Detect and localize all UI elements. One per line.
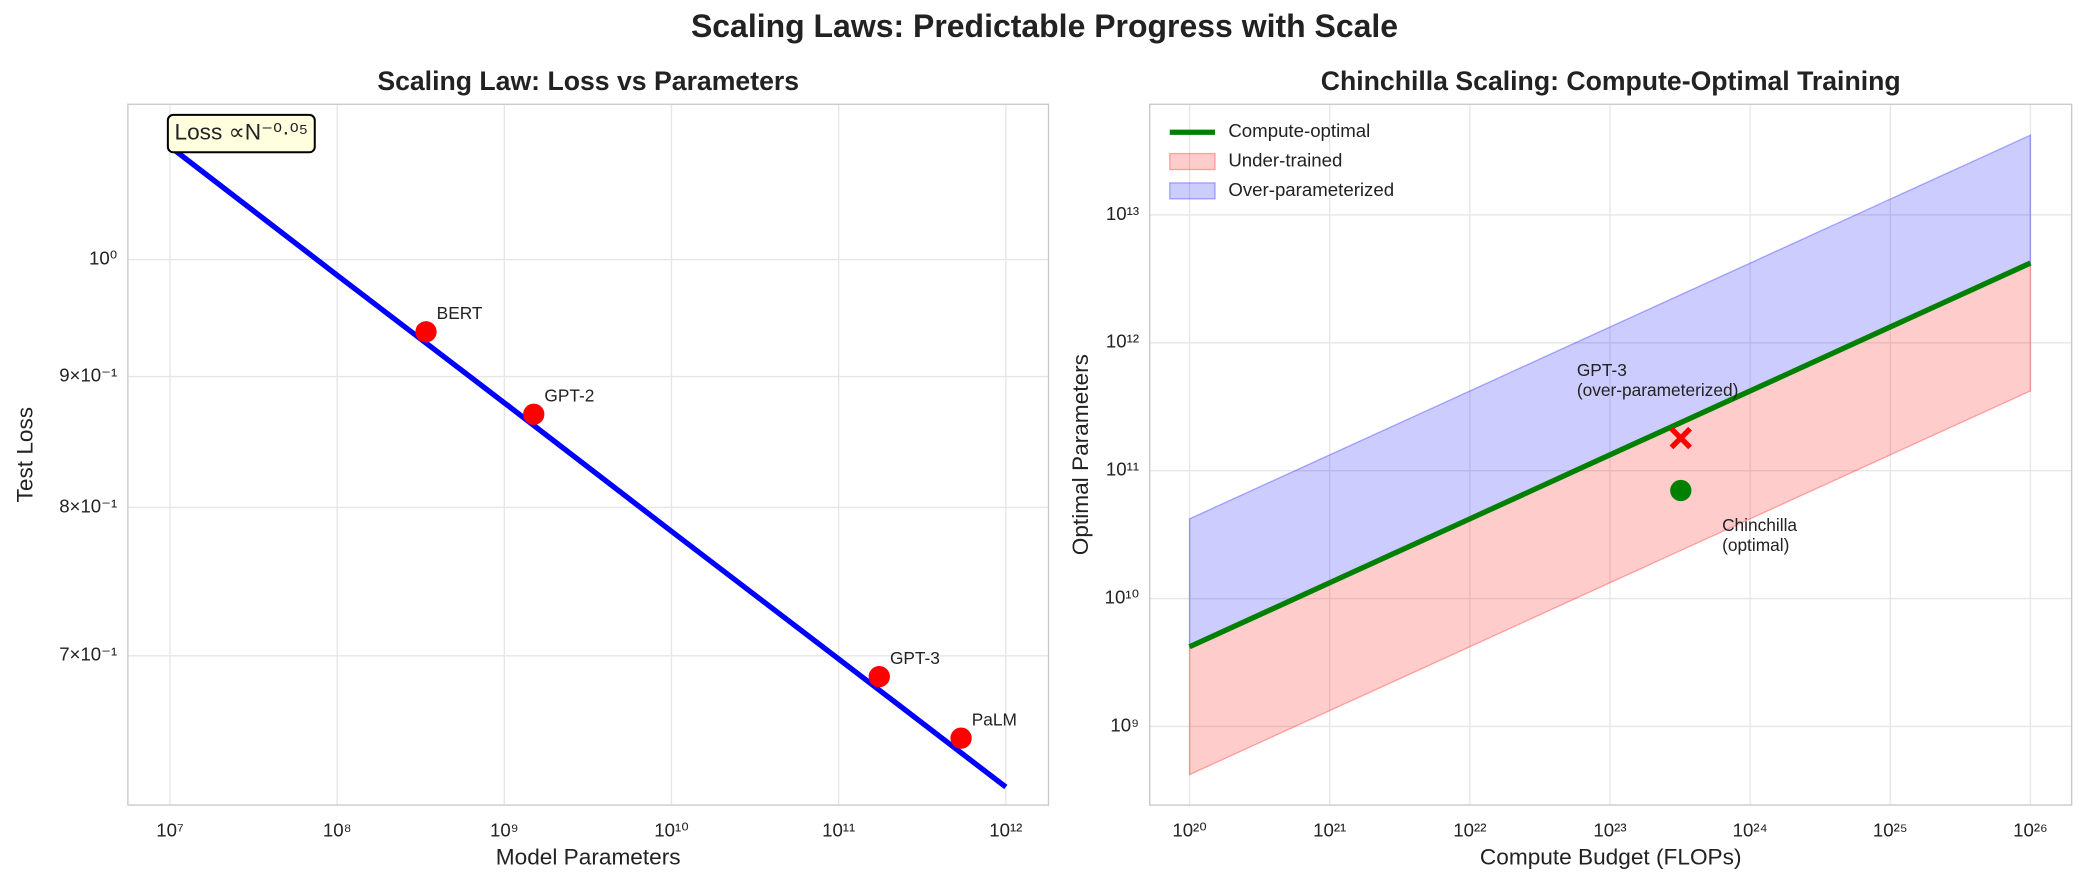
line [1188, 260, 2032, 650]
line [168, 144, 1008, 790]
y-tick-label: 9×10⁻¹ [59, 365, 117, 386]
point-label: (over-parameterized) [1577, 380, 1739, 400]
y-axis-label: Test Loss [13, 407, 38, 503]
legend-label: Under-trained [1228, 149, 1342, 170]
x-tick-label: 10²¹ [1313, 820, 1346, 841]
legend-swatch [1169, 152, 1216, 171]
y-tick-label: 10¹³ [1106, 203, 1139, 224]
point-marker [868, 665, 890, 688]
point-label: GPT-3 [1577, 360, 1627, 380]
x-axis-label: Model Parameters [496, 844, 681, 869]
point-label: BERT [437, 303, 483, 323]
x-tick-label: 10²⁶ [2013, 820, 2048, 841]
axes-frame [1149, 103, 2073, 806]
x-tick-label: 10²² [1453, 820, 1486, 841]
y-axis-label: Optimal Parameters [1068, 354, 1093, 555]
x-axis-label: Compute Budget (FLOPs) [1480, 844, 1742, 869]
figure-title: Scaling Laws: Predictable Progress with … [691, 8, 1398, 44]
y-tick-label: 7×10⁻¹ [59, 644, 117, 665]
annotation: Loss ∝N⁻⁰·⁰⁵ [175, 120, 309, 145]
point-marker [1669, 426, 1692, 450]
x-tick-label: 10²⁰ [1172, 820, 1206, 841]
point-marker [415, 321, 437, 343]
point-marker [523, 403, 545, 425]
x-tick-label: 10⁷ [156, 820, 183, 841]
y-tick-label: 10¹² [1106, 331, 1139, 352]
x-tick-label: 10⁸ [323, 820, 352, 841]
x-tick-label: 10¹⁰ [654, 820, 688, 841]
y-tick-label: 10⁹ [1110, 714, 1139, 735]
cross [1669, 426, 1692, 450]
legend-swatch [1169, 182, 1216, 200]
x-tick-label: 10¹¹ [822, 820, 855, 841]
point-label: PaLM [972, 709, 1017, 729]
point-label: GPT-3 [890, 648, 940, 668]
plot-area [127, 104, 1049, 806]
axes-frame [127, 103, 1050, 806]
axes-title: Chinchilla Scaling: Compute-Optimal Trai… [1321, 66, 1901, 96]
axes-title: Scaling Law: Loss vs Parameters [377, 66, 799, 96]
x-tick-label: 10⁹ [490, 820, 519, 841]
annotation-box [166, 113, 316, 154]
y-tick-label: 10¹¹ [1106, 459, 1139, 480]
y-tick-label: 8×10⁻¹ [59, 495, 117, 516]
point-label: Chinchilla [1722, 515, 1797, 535]
x-tick-label: 10²⁵ [1873, 820, 1908, 841]
x-tick-label: 10¹² [989, 820, 1022, 841]
x-tick-label: 10²³ [1593, 820, 1626, 841]
legend-label: Over-parameterized [1228, 179, 1394, 200]
point-label: GPT-2 [544, 386, 594, 406]
point-label: (optimal) [1722, 535, 1789, 555]
plot-area [1149, 104, 2072, 806]
y-tick-label: 10⁰ [89, 247, 117, 268]
legend-label: Compute-optimal [1228, 120, 1370, 141]
point-marker [1670, 479, 1692, 502]
point-marker [950, 727, 972, 749]
x-tick-label: 10²⁴ [1733, 820, 1768, 841]
y-tick-label: 10¹⁰ [1105, 587, 1139, 608]
